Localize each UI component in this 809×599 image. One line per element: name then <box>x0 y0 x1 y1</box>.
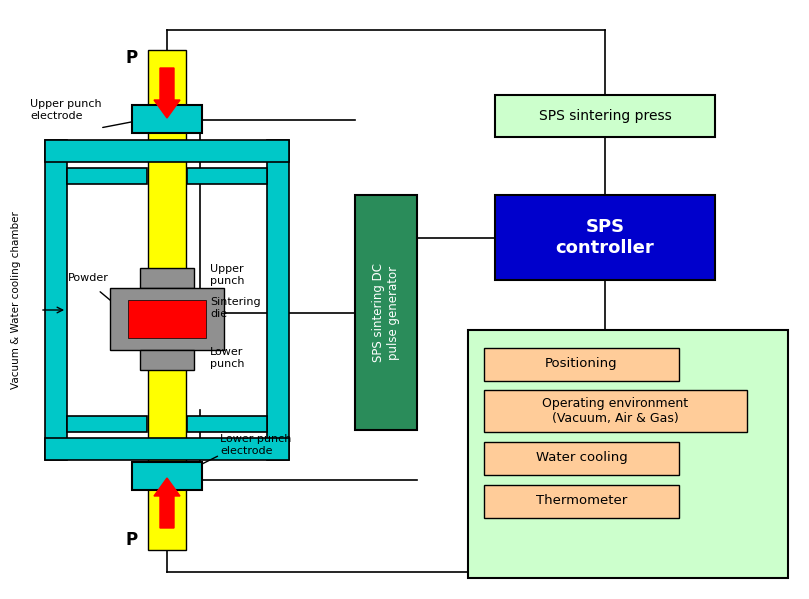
Bar <box>148 50 186 550</box>
Bar <box>128 300 206 338</box>
Text: SPS sintering press: SPS sintering press <box>539 109 671 123</box>
Bar <box>45 140 289 162</box>
Text: SPS
controller: SPS controller <box>556 218 654 257</box>
Text: Upper
punch: Upper punch <box>210 264 244 286</box>
Bar <box>495 95 715 137</box>
Bar <box>484 390 747 432</box>
Bar <box>45 140 67 460</box>
Text: Vacuum & Water cooling chamber: Vacuum & Water cooling chamber <box>11 211 21 389</box>
FancyArrow shape <box>154 68 180 118</box>
Bar <box>140 268 194 288</box>
Bar <box>267 140 289 460</box>
Bar <box>468 330 788 578</box>
Bar <box>67 416 147 432</box>
Bar <box>110 288 224 350</box>
Bar <box>495 195 715 280</box>
Text: Lower
punch: Lower punch <box>210 347 244 369</box>
Text: Upper punch
electrode: Upper punch electrode <box>30 99 102 121</box>
Bar <box>187 416 267 432</box>
Text: P: P <box>126 531 138 549</box>
Text: Thermometer: Thermometer <box>536 495 627 507</box>
Text: SPS sintering DC
pulse generator: SPS sintering DC pulse generator <box>372 263 400 362</box>
Text: Operating environment
(Vacuum, Air & Gas): Operating environment (Vacuum, Air & Gas… <box>543 397 688 425</box>
Text: Lower punch
electrode: Lower punch electrode <box>220 434 291 456</box>
Bar <box>484 348 679 381</box>
Bar <box>45 438 289 460</box>
Text: Sintering
die: Sintering die <box>210 297 260 319</box>
Bar <box>140 350 194 370</box>
Bar <box>187 168 267 184</box>
Bar <box>132 105 202 133</box>
Bar <box>484 442 679 475</box>
Bar <box>484 485 679 518</box>
FancyArrow shape <box>154 478 180 528</box>
Bar <box>355 195 417 430</box>
Text: P: P <box>126 49 138 67</box>
Text: Water cooling: Water cooling <box>536 452 627 464</box>
Bar <box>67 168 147 184</box>
Text: Powder: Powder <box>68 273 109 283</box>
Bar <box>132 462 202 490</box>
Text: Positioning: Positioning <box>545 358 618 371</box>
